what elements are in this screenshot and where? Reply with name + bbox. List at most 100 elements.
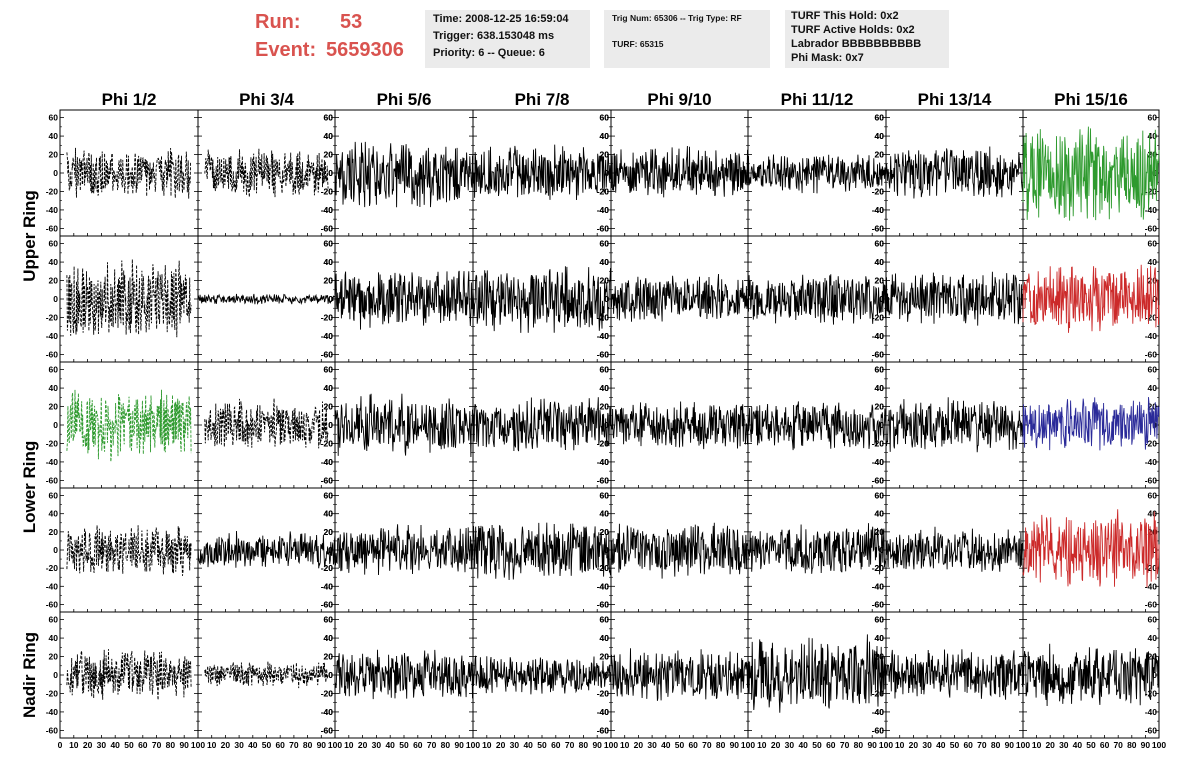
y-tick-label: 60 [875, 239, 885, 249]
y-tick-label: -20 [321, 186, 334, 196]
x-tick-label: 70 [702, 740, 712, 750]
x-tick-label: 60 [138, 740, 148, 750]
x-tick-label: 30 [1059, 740, 1069, 750]
x-tick-label: 40 [798, 740, 808, 750]
y-tick-label: 60 [875, 615, 885, 625]
y-tick-label: 60 [324, 615, 334, 625]
y-tick-label: -20 [597, 563, 610, 573]
y-tick-label: -20 [321, 563, 334, 573]
y-tick-label: 40 [875, 509, 885, 519]
x-tick-label: 10 [69, 740, 79, 750]
y-tick-label: 40 [600, 383, 610, 393]
waveform-trace [334, 141, 474, 208]
waveform-trace [885, 526, 1024, 572]
y-tick-label: -20 [321, 688, 334, 698]
y-tick-label: -60 [46, 725, 59, 735]
y-tick-label: 20 [875, 276, 885, 286]
x-tick-label: 40 [110, 740, 120, 750]
y-tick-label: -20 [321, 438, 334, 448]
run-value: 53 [340, 11, 363, 33]
x-tick-label: 20 [496, 740, 506, 750]
y-tick-label: 40 [600, 509, 610, 519]
x-tick-label: 80 [166, 740, 176, 750]
y-tick-label: 20 [600, 276, 610, 286]
waveform-trace [1022, 397, 1160, 451]
x-tick-label: 100 [741, 740, 755, 750]
y-tick-label: -40 [597, 707, 610, 717]
y-tick-label: -40 [597, 205, 610, 215]
y-tick-label: -60 [321, 725, 334, 735]
waveform-trace [610, 145, 749, 198]
column-header: Phi 11/12 [781, 90, 854, 109]
x-tick-label: 10 [1032, 740, 1042, 750]
y-tick-label: -60 [597, 475, 610, 485]
y-tick-label: -40 [597, 457, 610, 467]
y-tick-label: 20 [875, 150, 885, 160]
y-tick-label: 20 [324, 527, 334, 537]
x-tick-label: 100 [466, 740, 480, 750]
y-tick-label: -20 [321, 312, 334, 322]
turf-hold-text: TURF This Hold: 0x2 [791, 10, 899, 22]
y-tick-label: 0 [879, 294, 884, 304]
y-tick-label: 60 [324, 491, 334, 501]
waveform-grid: Phi 1/2 Phi 3/4 Phi 5/6 Phi 7/8 Phi 9/10 Phi … [20, 90, 1166, 750]
x-tick-label: 80 [441, 740, 451, 750]
y-tick-label: 40 [1148, 383, 1158, 393]
y-tick-label: -60 [321, 349, 334, 359]
y-tick-label: -40 [46, 457, 59, 467]
y-tick-label: 0 [328, 420, 333, 430]
y-tick-label: 20 [875, 527, 885, 537]
x-tick-label: 30 [785, 740, 795, 750]
y-tick-label: -40 [321, 707, 334, 717]
x-tick-label: 40 [385, 740, 395, 750]
y-tick-label: 20 [600, 527, 610, 537]
x-tick-label: 90 [1141, 740, 1151, 750]
x-tick-label: 0 [58, 740, 63, 750]
waveform-trace [334, 524, 474, 576]
column-header: Phi 7/8 [515, 90, 570, 109]
y-tick-label: 40 [600, 257, 610, 267]
y-tick-label: 0 [53, 670, 58, 680]
panel-frame [472, 487, 612, 613]
y-tick-label: -40 [1145, 707, 1158, 717]
y-tick-label: -20 [872, 312, 885, 322]
y-tick-label: 20 [1148, 150, 1158, 160]
x-tick-label: 70 [427, 740, 437, 750]
waveform-trace [66, 649, 192, 701]
y-tick-label: 20 [875, 402, 885, 412]
labrador-text: Labrador BBBBBBBBBB [791, 38, 922, 50]
x-tick-label: 30 [647, 740, 657, 750]
x-tick-label: 100 [1016, 740, 1030, 750]
y-tick-label: 20 [324, 402, 334, 412]
waveform-trace [204, 398, 329, 449]
y-tick-label: -60 [872, 223, 885, 233]
y-tick-label: 40 [49, 633, 59, 643]
y-tick-label: -60 [872, 599, 885, 609]
y-tick-label: 40 [875, 633, 885, 643]
x-tick-label: 100 [879, 740, 893, 750]
y-tick-label: 40 [600, 383, 610, 393]
y-tick-label: -40 [46, 205, 59, 215]
column-header: Phi 9/10 [647, 90, 711, 109]
y-tick-label: -60 [872, 725, 885, 735]
y-tick-label: 20 [600, 652, 610, 662]
x-tick-label: 60 [413, 740, 423, 750]
waveform-trace [1022, 643, 1160, 707]
x-tick-label: 30 [97, 740, 107, 750]
x-tick-label: 50 [675, 740, 685, 750]
y-tick-label: 0 [328, 294, 333, 304]
y-tick-label: -60 [46, 223, 59, 233]
y-tick-label: 0 [604, 294, 609, 304]
y-tick-label: 20 [324, 150, 334, 160]
x-tick-label: 10 [757, 740, 767, 750]
y-tick-label: 60 [324, 491, 334, 501]
waveform-trace [66, 525, 192, 576]
